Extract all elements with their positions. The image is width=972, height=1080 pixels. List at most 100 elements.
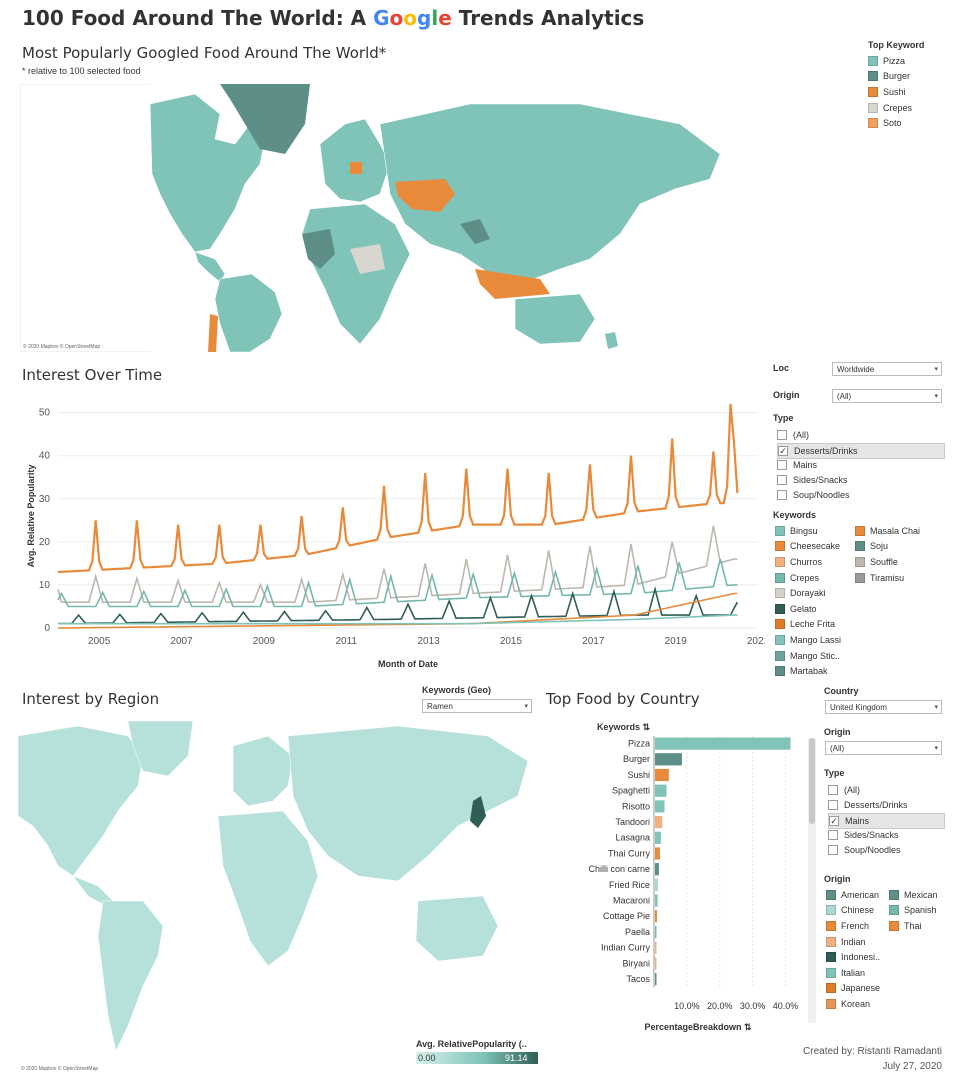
keyword-legend-item[interactable]: Tiramisu	[855, 570, 920, 586]
bar-indian-curry[interactable]	[655, 941, 657, 954]
bar-tandoori[interactable]	[655, 816, 663, 829]
origin-legend-item[interactable]: Japanese	[826, 981, 880, 997]
checkbox[interactable]	[828, 785, 838, 795]
series-line-cheesecake[interactable]	[57, 403, 739, 574]
legend-swatch	[775, 588, 785, 599]
keyword-legend-item[interactable]: Crepes	[775, 570, 841, 586]
loc-dropdown[interactable]: Worldwide ▾	[832, 362, 942, 376]
legend-label: Thai	[904, 920, 922, 931]
keyword-legend-item[interactable]: Soju	[855, 539, 920, 555]
loc-dropdown-value: Worldwide	[837, 365, 875, 374]
checkbox[interactable]: ✓	[829, 816, 839, 826]
country-dropdown[interactable]: United Kingdom ▾	[825, 700, 942, 714]
top-food-bar-chart[interactable]: Keywords ⇅ Pizza Burger Sushi Spaghetti Risot…	[546, 716, 816, 1032]
keywords-geo-dropdown[interactable]: Ramen ▾	[422, 699, 532, 713]
origin-legend-item[interactable]: American	[826, 887, 880, 903]
keyword-legend-item[interactable]: Gelato	[775, 601, 841, 617]
keyword-legend-item[interactable]: Souffle	[855, 554, 920, 570]
keyword-legend-item[interactable]: Martabak	[775, 663, 841, 679]
checkbox[interactable]	[777, 475, 787, 485]
top-keyword-legend-item[interactable]: Pizza	[868, 53, 912, 69]
y-tick-label: 40	[39, 451, 51, 462]
origin-legend-item[interactable]: Mexican	[889, 887, 938, 903]
origin-legend-item[interactable]: Spanish	[889, 903, 938, 919]
legend-label: Indian	[841, 936, 866, 947]
top-world-map[interactable]: © 2020 Mapbox © OpenStreetMap	[20, 84, 863, 352]
bar-chilli-con-carne[interactable]	[655, 863, 659, 876]
legend-swatch	[826, 936, 836, 947]
bar-tacos[interactable]	[655, 973, 657, 986]
top-keyword-legend-item[interactable]: Sushi	[868, 84, 912, 100]
origin-legend-item[interactable]: Indonesi..	[826, 949, 880, 965]
interest-over-time-chart[interactable]: 0 10 20 30 40 50 2005 2007 2009 2011 2013 2015 2017 2…	[20, 392, 765, 682]
scrollbar-thumb[interactable]	[809, 738, 815, 824]
top-keyword-legend-item[interactable]: Burger	[868, 69, 912, 85]
series-line-crepes[interactable]	[57, 558, 738, 608]
food-type-option[interactable]: Desserts/Drinks	[828, 798, 943, 812]
type-option[interactable]: Soup/Noodles	[777, 488, 943, 502]
origin-legend-item[interactable]: French	[826, 918, 880, 934]
bar-risotto[interactable]	[655, 800, 665, 813]
google-letter: g	[417, 6, 432, 30]
checkbox[interactable]	[777, 460, 787, 470]
type-option[interactable]: (All)	[777, 428, 943, 442]
keyword-legend-item[interactable]: Dorayaki	[775, 585, 841, 601]
checkbox[interactable]	[777, 430, 787, 440]
keyword-legend-item[interactable]: Mango Lassi	[775, 632, 841, 648]
bar-thai-curry[interactable]	[655, 847, 660, 860]
legend-swatch	[868, 86, 878, 97]
region-world-map[interactable]: © 2020 Mapbox © OpenStreetMap	[18, 716, 538, 1074]
bar-fried-rice[interactable]	[655, 878, 658, 891]
type-option[interactable]: ✓ Desserts/Drinks	[777, 443, 945, 459]
legend-label: Soto	[883, 118, 902, 129]
food-type-option[interactable]: (All)	[828, 783, 943, 797]
type-option[interactable]: Mains	[777, 458, 943, 472]
food-type-option[interactable]: Soup/Noodles	[828, 843, 943, 857]
keyword-legend-item[interactable]: Bingsu	[775, 523, 841, 539]
legend-label: Mango Lassi	[790, 634, 842, 645]
origin-legend-right: Mexican Spanish Thai	[889, 887, 938, 934]
legend-label: Soju	[870, 541, 889, 552]
x-tick-label: 2005	[88, 636, 111, 647]
bar-sushi[interactable]	[655, 768, 669, 782]
origin-legend-item[interactable]: Korean	[826, 996, 880, 1012]
keyword-legend-item[interactable]: Churros	[775, 554, 841, 570]
checkbox[interactable]	[828, 800, 838, 810]
type-option[interactable]: Sides/Snacks	[777, 473, 943, 487]
top-keyword-legend-item[interactable]: Crepes	[868, 100, 912, 116]
series-line-bingsu[interactable]	[58, 614, 738, 625]
bar-cottage-pie[interactable]	[655, 910, 657, 923]
checkbox[interactable]	[828, 830, 838, 840]
bar-biryani[interactable]	[655, 957, 657, 970]
legend-swatch	[826, 967, 836, 978]
bar-macaroni[interactable]	[655, 894, 658, 907]
region-legend-title: Avg. RelativePopularity (..	[416, 1039, 527, 1049]
food-origin-dropdown[interactable]: (All) ▾	[825, 741, 942, 755]
bar-pizza[interactable]	[655, 737, 791, 750]
checkbox[interactable]	[828, 845, 838, 855]
legend-label: Mango Stic..	[790, 650, 841, 661]
bar-spaghetti[interactable]	[655, 784, 667, 797]
top-keyword-legend-item[interactable]: Soto	[868, 115, 912, 131]
bar-lasagna[interactable]	[655, 831, 661, 844]
bar-chart-scrollbar[interactable]	[808, 738, 816, 1023]
keyword-legend-item[interactable]: Leche Frita	[775, 617, 841, 633]
origin-legend-item[interactable]: Italian	[826, 965, 880, 981]
legend-swatch	[826, 983, 836, 994]
bar-paella[interactable]	[655, 925, 657, 939]
food-type-option[interactable]: ✓ Mains	[828, 813, 945, 829]
keyword-legend-item[interactable]: Mango Stic..	[775, 648, 841, 664]
origin-legend-item[interactable]: Indian	[826, 934, 880, 950]
keyword-legend-item[interactable]: Cheesecake	[775, 539, 841, 555]
food-type-option[interactable]: Sides/Snacks	[828, 828, 943, 842]
title-prefix: 100 Food Around The World: A	[22, 6, 374, 30]
origin-legend-item[interactable]: Thai	[889, 918, 938, 934]
checkbox[interactable]: ✓	[778, 446, 788, 456]
checkbox[interactable]	[777, 490, 787, 500]
origin-legend-item[interactable]: Chinese	[826, 903, 880, 919]
x-tick-label: 2013	[417, 636, 440, 647]
origin-dropdown[interactable]: (All) ▾	[832, 389, 942, 403]
bar-burger[interactable]	[655, 753, 682, 766]
series-line-souffle[interactable]	[57, 525, 738, 603]
keyword-legend-item[interactable]: Masala Chai	[855, 523, 920, 539]
